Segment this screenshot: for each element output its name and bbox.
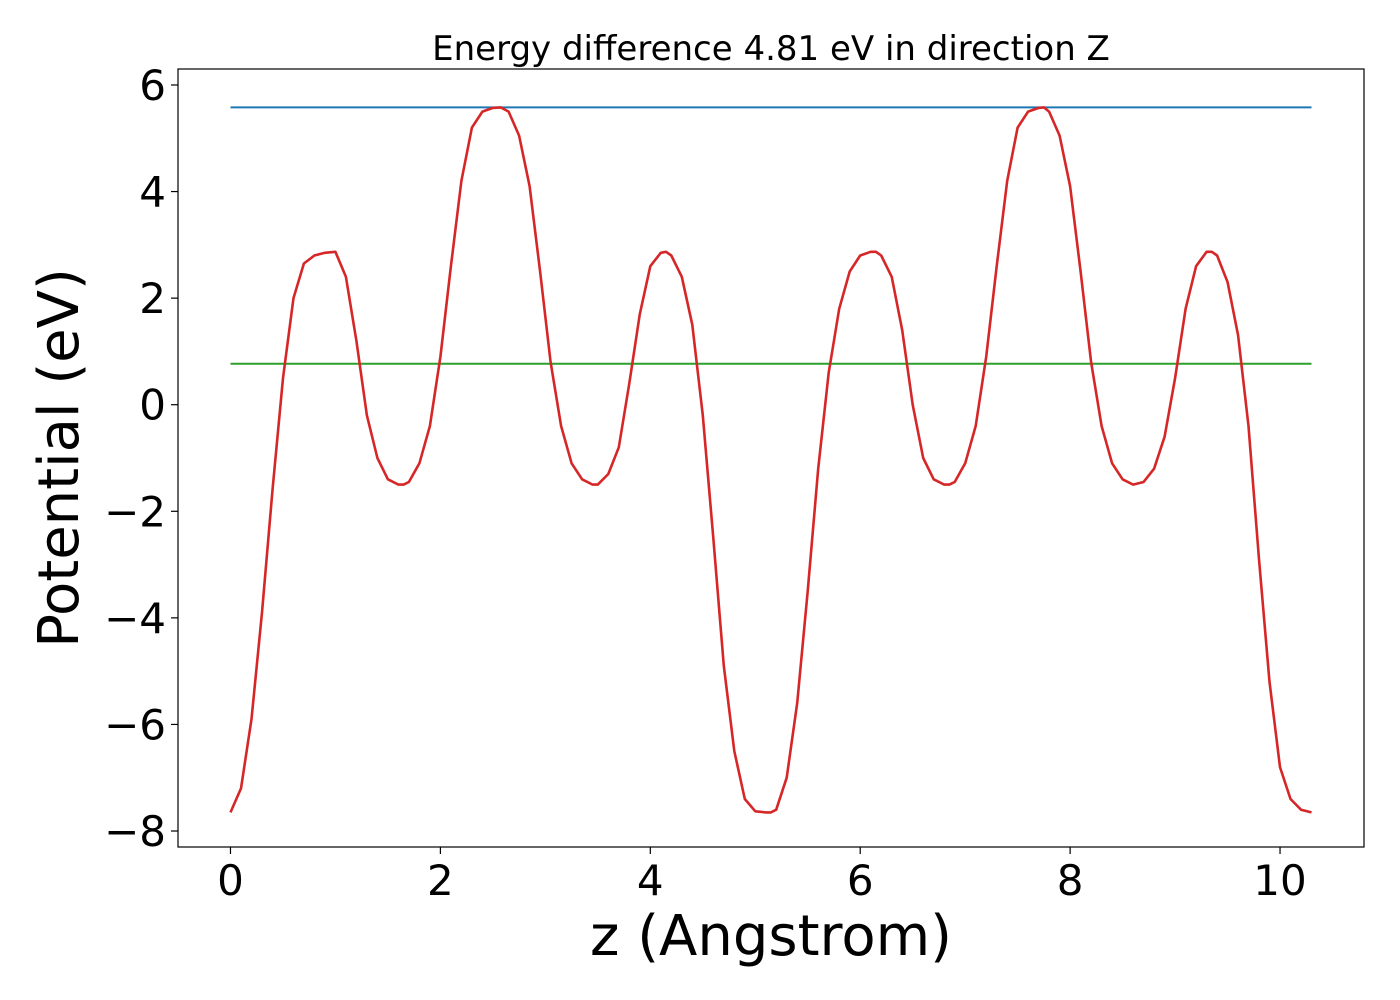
x-tick-label: 2	[427, 856, 454, 905]
y-tick-label: −2	[104, 487, 166, 536]
plot-frame	[177, 68, 1365, 848]
x-axis-label: z (Angstrom)	[590, 904, 952, 969]
y-axis-label: Potential (eV)	[27, 268, 92, 648]
y-tick-label: 2	[139, 274, 166, 323]
plot-area	[229, 106, 1312, 814]
y-tick-label: 4	[139, 168, 166, 217]
y-tick-label: 0	[139, 381, 166, 430]
y-tick-label: −6	[104, 700, 166, 749]
series-line-3	[229, 106, 1312, 814]
chart-title: Energy difference 4.81 eV in direction Z	[432, 29, 1110, 69]
y-tick-label: −4	[104, 594, 166, 643]
y-tick-label: 6	[139, 61, 166, 110]
x-axis: 0 2 4 6 8 10	[217, 847, 1307, 905]
x-tick-label: 10	[1253, 856, 1306, 905]
y-tick-label: −8	[104, 807, 166, 856]
x-tick-label: 8	[1057, 856, 1084, 905]
x-tick-label: 0	[217, 856, 244, 905]
x-tick-label: 4	[637, 856, 664, 905]
x-tick-label: 6	[847, 856, 874, 905]
y-axis: −8 −6 −4 −2 0 2 4 6	[104, 61, 178, 856]
